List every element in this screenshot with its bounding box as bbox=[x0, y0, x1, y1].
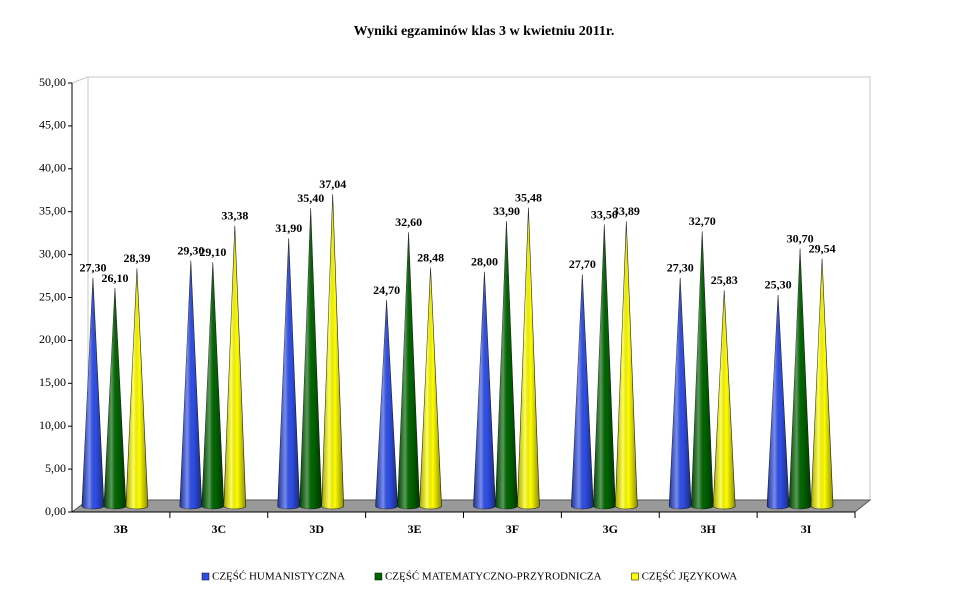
value-label: 27,30 bbox=[667, 261, 694, 275]
value-label: 30,70 bbox=[787, 231, 814, 245]
value-label: 25,30 bbox=[765, 278, 792, 292]
value-label: 25,83 bbox=[711, 273, 738, 287]
cone-shade bbox=[615, 221, 638, 509]
y-tick-label: 40,00 bbox=[39, 161, 66, 175]
value-label: 24,70 bbox=[373, 283, 400, 297]
cone-shade bbox=[103, 288, 126, 509]
chart-title: Wyniki egzaminów klas 3 w kwietniu 2011r… bbox=[354, 24, 615, 39]
x-tick-label: 3B bbox=[114, 522, 128, 536]
cone bbox=[375, 300, 398, 510]
x-tick-label: 3G bbox=[603, 522, 618, 536]
value-label: 33,38 bbox=[221, 208, 248, 222]
cone-shade bbox=[767, 294, 790, 509]
y-tick-label: 25,00 bbox=[39, 289, 66, 303]
value-label: 29,54 bbox=[809, 241, 836, 255]
cone bbox=[277, 238, 300, 510]
cone bbox=[223, 225, 247, 510]
cone bbox=[201, 262, 225, 510]
value-label: 37,04 bbox=[319, 177, 346, 191]
cone-shade bbox=[321, 194, 344, 510]
value-label: 26,10 bbox=[101, 271, 128, 285]
y-tick-label: 0,00 bbox=[45, 504, 66, 518]
cone-shade bbox=[81, 277, 104, 509]
value-label: 32,60 bbox=[395, 215, 422, 229]
value-label: 28,00 bbox=[471, 255, 498, 269]
cone bbox=[495, 221, 518, 510]
value-label: 29,10 bbox=[199, 245, 226, 259]
value-label: 32,70 bbox=[689, 214, 716, 228]
cone bbox=[81, 277, 105, 510]
value-label: 33,50 bbox=[591, 207, 618, 221]
cone bbox=[473, 271, 496, 510]
cone bbox=[397, 232, 420, 510]
legend-swatch bbox=[374, 572, 383, 581]
value-label: 28,39 bbox=[123, 251, 150, 265]
x-tick-label: 3F bbox=[506, 522, 519, 536]
cone-shade bbox=[517, 207, 540, 509]
cone bbox=[517, 207, 540, 510]
legend-label: CZĘŚĆ HUMANISTYCZNA bbox=[212, 571, 345, 583]
cone bbox=[571, 274, 594, 510]
y-tick-label: 35,00 bbox=[39, 203, 66, 217]
cone bbox=[125, 268, 149, 510]
x-tick-label: 3C bbox=[211, 522, 226, 536]
cone bbox=[766, 294, 790, 510]
value-label: 33,89 bbox=[613, 204, 640, 218]
cone-shade bbox=[811, 258, 834, 509]
cone bbox=[419, 267, 442, 510]
value-label: 33,90 bbox=[493, 204, 520, 218]
y-tick-label: 20,00 bbox=[39, 332, 66, 346]
cone bbox=[103, 288, 127, 510]
cone-shade bbox=[789, 248, 812, 509]
y-tick-label: 15,00 bbox=[39, 375, 66, 389]
cone-shade bbox=[495, 221, 518, 509]
cone bbox=[712, 290, 736, 510]
cone-shade bbox=[277, 238, 300, 509]
cone-shade bbox=[419, 267, 442, 509]
legend-label: CZĘŚĆ JĘZYKOWA bbox=[642, 571, 738, 583]
y-tick-label: 30,00 bbox=[39, 246, 66, 260]
x-tick-label: 3I bbox=[801, 522, 812, 536]
cone-shade bbox=[571, 274, 594, 509]
cone bbox=[593, 224, 616, 510]
legend-label: CZĘŚĆ MATEMATYCZNO-PRZYRODNICZA bbox=[385, 571, 602, 583]
x-tick-label: 3D bbox=[309, 522, 324, 536]
back-wall bbox=[88, 76, 871, 500]
value-label: 31,90 bbox=[275, 221, 302, 235]
value-label: 28,48 bbox=[417, 250, 444, 264]
cone-shade bbox=[223, 225, 246, 509]
cone-shade bbox=[593, 224, 616, 509]
cone bbox=[299, 208, 322, 510]
y-tick-label: 45,00 bbox=[39, 118, 66, 132]
cone-shade bbox=[201, 262, 224, 509]
cone-shade bbox=[125, 268, 148, 509]
cone-shade bbox=[669, 277, 692, 509]
value-label: 35,48 bbox=[515, 190, 542, 204]
cone-shade bbox=[473, 271, 496, 509]
value-label: 35,40 bbox=[297, 191, 324, 205]
cone-shade bbox=[375, 300, 398, 509]
cone-shade bbox=[299, 208, 322, 509]
y-tick-label: 5,00 bbox=[45, 461, 66, 475]
cone bbox=[810, 258, 834, 510]
y-tick-label: 10,00 bbox=[39, 418, 66, 432]
cone bbox=[668, 277, 692, 510]
x-tick-label: 3H bbox=[701, 522, 717, 536]
legend-swatch bbox=[631, 572, 639, 581]
value-label: 29,30 bbox=[177, 243, 204, 257]
cone bbox=[788, 248, 812, 510]
cone-shade bbox=[691, 231, 714, 509]
cone bbox=[179, 260, 203, 510]
cone-shade bbox=[397, 232, 420, 510]
value-label: 27,70 bbox=[569, 257, 596, 271]
cone-shade bbox=[179, 260, 202, 509]
x-tick-label: 3E bbox=[408, 522, 422, 536]
value-label: 27,30 bbox=[79, 261, 106, 275]
legend-swatch bbox=[201, 572, 210, 581]
cone bbox=[321, 194, 344, 510]
cone-shade bbox=[713, 290, 736, 509]
y-tick-label: 50,00 bbox=[39, 75, 66, 89]
cone bbox=[615, 221, 638, 510]
